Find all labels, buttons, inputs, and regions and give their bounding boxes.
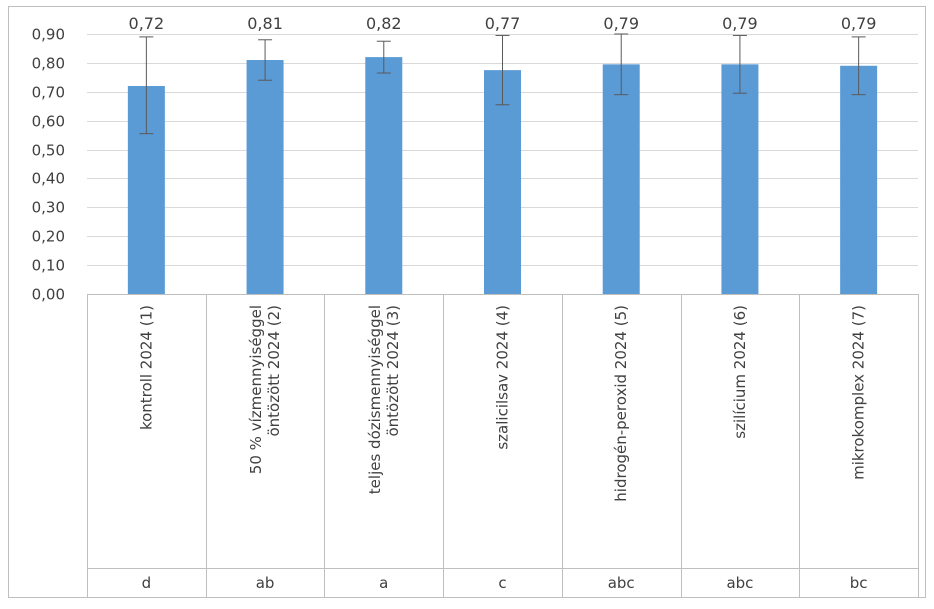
y-tick-label: 0,50 — [32, 142, 65, 160]
category-label: 50 % vízmennyiséggelöntözött 2024 (2) — [247, 305, 283, 474]
category-label: mikrokomplex 2024 (7) — [850, 305, 868, 480]
bar — [840, 65, 878, 295]
y-tick-label: 0,20 — [32, 228, 65, 246]
category-label-line: hidrogén-peroxid 2024 (5) — [612, 305, 630, 502]
bar — [484, 70, 521, 294]
data-label: 0,79 — [603, 14, 639, 33]
category-label-line: öntözött 2024 (3) — [384, 305, 402, 437]
category-label: kontroll 2024 (1) — [137, 305, 155, 430]
bar — [721, 64, 759, 294]
category-label-line: mikrokomplex 2024 (7) — [850, 305, 868, 480]
data-label: 0,79 — [841, 14, 877, 33]
category-label-line: szilícium 2024 (6) — [731, 305, 749, 439]
category-label: szilícium 2024 (6) — [731, 305, 749, 439]
bar — [602, 64, 640, 294]
y-tick-label: 0,40 — [32, 170, 65, 188]
y-tick-label: 0,30 — [32, 199, 65, 217]
y-tick-label: 0,60 — [32, 113, 65, 131]
significance-letter: d — [142, 574, 152, 592]
data-label: 0,79 — [722, 14, 758, 33]
chart-border — [8, 6, 926, 598]
y-tick-label: 0,70 — [32, 84, 65, 102]
category-label: teljes dózismennyiséggelöntözött 2024 (3… — [366, 305, 402, 494]
category-label: hidrogén-peroxid 2024 (5) — [612, 305, 630, 502]
significance-letter: a — [379, 574, 388, 592]
significance-letter: c — [498, 574, 506, 592]
category-label-line: 50 % vízmennyiséggel — [247, 305, 265, 474]
significance-letter: abc — [608, 574, 635, 592]
significance-letter: ab — [256, 574, 275, 592]
data-label: 0,72 — [129, 14, 165, 33]
data-label: 0,77 — [485, 14, 521, 33]
data-label: 0,82 — [366, 14, 402, 33]
y-tick-label: 0,00 — [32, 286, 65, 304]
category-label-line: szalicilsav 2024 (4) — [494, 305, 512, 450]
category-label: szalicilsav 2024 (4) — [494, 305, 512, 450]
y-tick-label: 0,80 — [32, 55, 65, 73]
bar — [365, 57, 403, 294]
category-label-line: öntözött 2024 (2) — [265, 305, 283, 437]
y-tick-label: 0,90 — [32, 26, 65, 44]
significance-letter: bc — [850, 574, 868, 592]
category-label-line: kontroll 2024 (1) — [137, 305, 155, 430]
category-label-line: teljes dózismennyiséggel — [366, 305, 384, 494]
bar — [246, 60, 284, 294]
significance-letter: abc — [726, 574, 753, 592]
data-label: 0,81 — [247, 14, 283, 33]
y-tick-label: 0,10 — [32, 257, 65, 275]
